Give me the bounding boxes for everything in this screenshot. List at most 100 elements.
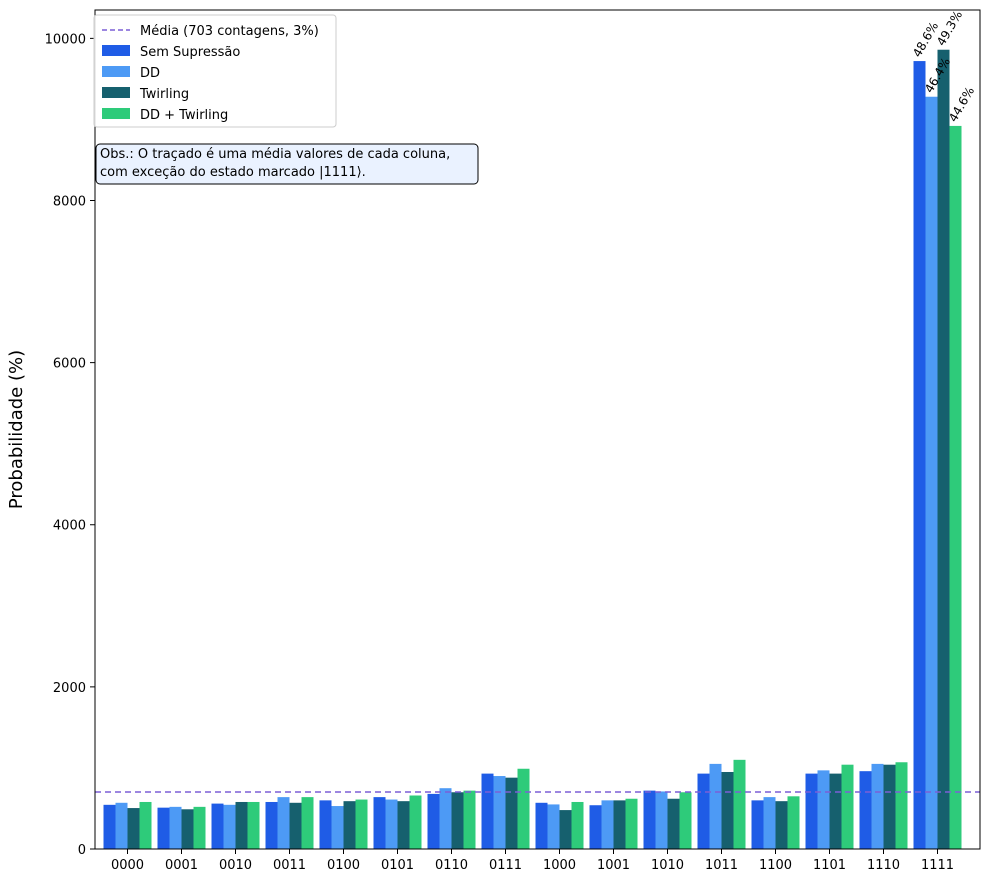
bar-1011-twirling bbox=[721, 771, 734, 849]
x-tick-label: 1000 bbox=[543, 858, 576, 873]
legend-swatch bbox=[102, 45, 130, 56]
bar-1100-dd-twirling bbox=[787, 796, 800, 849]
bar-0110-twirling bbox=[451, 792, 464, 849]
bar-0000-dd bbox=[115, 802, 128, 849]
plot-frame bbox=[94, 9, 981, 850]
bar-1001-dd-twirling bbox=[625, 798, 638, 849]
x-tick-label: 1011 bbox=[705, 858, 738, 873]
x-tick-label: 0100 bbox=[327, 858, 360, 873]
legend-label: DD + Twirling bbox=[140, 108, 228, 123]
bar-0011-twirling bbox=[289, 802, 302, 849]
bar-0100-twirling bbox=[343, 801, 356, 849]
y-tick-label: 6000 bbox=[53, 357, 86, 372]
legend-swatch bbox=[102, 66, 130, 77]
y-tick-label: 4000 bbox=[53, 519, 86, 534]
bar-1111-twirling bbox=[937, 49, 950, 850]
x-tick-label: 1010 bbox=[651, 858, 684, 873]
x-tick-label: 1100 bbox=[759, 858, 792, 873]
bar-0100-sem-supress-o bbox=[319, 800, 332, 849]
y-tick-label: 0 bbox=[78, 843, 86, 858]
annotation-box: Obs.: O traçado é uma média valores de c… bbox=[95, 143, 479, 185]
bar-1011-dd bbox=[709, 763, 722, 849]
bar-0010-dd-twirling bbox=[247, 801, 260, 849]
y-tick-label: 8000 bbox=[53, 194, 86, 209]
bar-1010-sem-supress-o bbox=[643, 790, 656, 849]
bar-0111-dd bbox=[493, 776, 506, 849]
bar-1111-dd-twirling bbox=[949, 125, 962, 850]
bar-1111-dd bbox=[925, 96, 938, 850]
bar-0101-dd bbox=[385, 799, 398, 849]
legend: Média (703 contagens, 3%) Sem Supressão D… bbox=[93, 14, 337, 128]
bar-0001-twirling bbox=[181, 809, 194, 849]
bar-value-label: 44.6% bbox=[946, 84, 977, 124]
bar-1111-sem-supress-o bbox=[913, 61, 926, 849]
bar-0011-dd-twirling bbox=[301, 797, 314, 849]
x-tick-label: 0110 bbox=[435, 858, 468, 873]
bar-0100-dd-twirling bbox=[355, 799, 368, 849]
x-tick-label: 0111 bbox=[489, 858, 522, 873]
bar-1100-dd bbox=[763, 797, 776, 849]
bar-1001-dd bbox=[601, 800, 614, 849]
bar-0011-sem-supress-o bbox=[265, 801, 278, 849]
bar-0010-sem-supress-o bbox=[211, 803, 224, 849]
bar-0010-twirling bbox=[235, 801, 248, 849]
legend-label: Sem Supressão bbox=[140, 45, 240, 60]
bar-1100-sem-supress-o bbox=[751, 800, 764, 849]
x-tick-label: 1110 bbox=[867, 858, 900, 873]
x-tick-label: 1101 bbox=[813, 858, 846, 873]
bar-0000-sem-supress-o bbox=[103, 804, 116, 849]
bar-0100-dd bbox=[331, 806, 344, 849]
y-axis: 0 2000 4000 6000 8000 10000 bbox=[45, 32, 95, 858]
bar-0000-dd-twirling bbox=[139, 801, 152, 849]
bar-0110-dd-twirling bbox=[463, 790, 476, 849]
bar-1110-dd-twirling bbox=[895, 762, 908, 849]
bar-0110-dd bbox=[439, 788, 452, 849]
y-tick-label: 2000 bbox=[53, 681, 86, 696]
bar-1010-twirling bbox=[667, 798, 680, 849]
bar-1110-dd bbox=[871, 763, 884, 849]
bar-1101-dd-twirling bbox=[841, 764, 854, 849]
bar-0010-dd bbox=[223, 804, 236, 849]
bar-0011-dd bbox=[277, 797, 290, 849]
legend-box bbox=[93, 14, 337, 128]
annotation-line-1: Obs.: O traçado é uma média valores de c… bbox=[100, 147, 450, 162]
annotation-background bbox=[95, 143, 479, 185]
legend-label-reference: Média (703 contagens, 3%) bbox=[140, 24, 319, 39]
bar-1011-sem-supress-o bbox=[697, 773, 710, 849]
annotation-line-2: com exceção do estado marcado |1111⟩. bbox=[100, 165, 366, 180]
bar-1100-twirling bbox=[775, 801, 788, 849]
bar-0101-sem-supress-o bbox=[373, 797, 386, 849]
legend-swatch bbox=[102, 87, 130, 98]
bar-0101-twirling bbox=[397, 801, 410, 849]
bar-0111-sem-supress-o bbox=[481, 773, 494, 849]
bar-1011-dd-twirling bbox=[733, 759, 746, 849]
legend-label: DD bbox=[140, 66, 160, 81]
bar-0001-dd-twirling bbox=[193, 806, 206, 849]
bar-1000-dd bbox=[547, 804, 560, 849]
bar-1001-twirling bbox=[613, 800, 626, 849]
legend-swatch bbox=[102, 108, 130, 119]
bar-1000-twirling bbox=[559, 810, 572, 849]
x-tick-label: 0001 bbox=[165, 858, 198, 873]
x-tick-label: 0000 bbox=[111, 858, 144, 873]
x-tick-label: 1111 bbox=[921, 858, 954, 873]
y-axis-title: Probabilidade (%) bbox=[6, 350, 27, 509]
bar-1101-dd bbox=[817, 770, 830, 849]
bar-0000-twirling bbox=[127, 808, 140, 849]
bar-1110-sem-supress-o bbox=[859, 771, 872, 849]
bar-1010-dd bbox=[655, 791, 668, 849]
bar-0110-sem-supress-o bbox=[427, 793, 440, 849]
bar-1110-twirling bbox=[883, 764, 896, 849]
bar-0001-dd bbox=[169, 806, 182, 849]
bar-1001-sem-supress-o bbox=[589, 805, 602, 849]
bar-1000-dd-twirling bbox=[571, 801, 584, 849]
bar-0111-dd-twirling bbox=[517, 768, 530, 849]
bar-0001-sem-supress-o bbox=[157, 807, 170, 849]
legend-label: Twirling bbox=[139, 87, 189, 102]
x-axis: 0000 0001 0010 0011 0100 0101 0110 0111 1000 1001… bbox=[111, 849, 954, 873]
x-tick-label: 0010 bbox=[219, 858, 252, 873]
bar-1010-dd-twirling bbox=[679, 792, 692, 849]
x-tick-label: 0011 bbox=[273, 858, 306, 873]
bar-0101-dd-twirling bbox=[409, 795, 422, 849]
bar-1101-sem-supress-o bbox=[805, 773, 818, 849]
